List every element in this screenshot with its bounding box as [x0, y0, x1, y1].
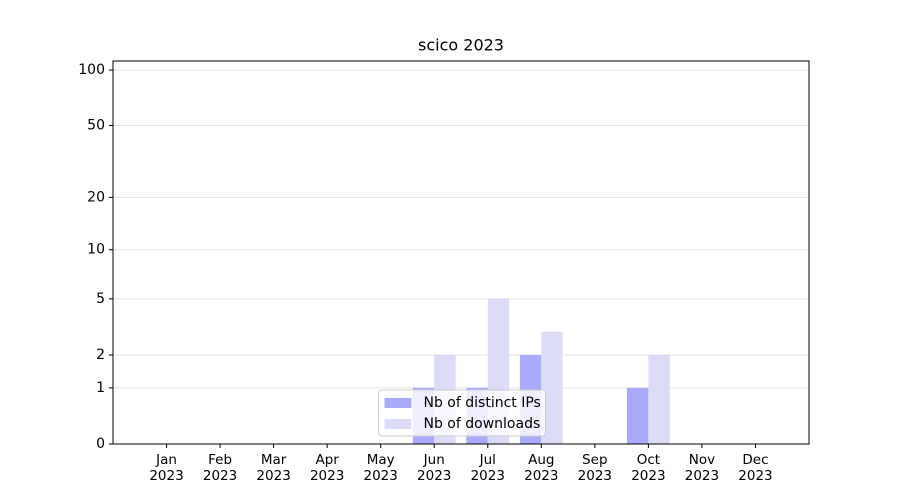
y-tick-label: 100 [78, 62, 105, 78]
y-tick-label: 0 [96, 436, 105, 452]
x-tick-label: Apr 2023 [309, 452, 345, 484]
y-tick-label: 10 [87, 242, 105, 258]
bar [648, 354, 670, 444]
chart-title: scico 2023 [418, 36, 504, 55]
legend-label: Nb of distinct IPs [424, 395, 541, 411]
y-tick-label: 2 [96, 347, 105, 363]
x-tick-label: Oct 2023 [631, 452, 666, 484]
x-tick-label: May 2023 [363, 452, 398, 484]
bar [626, 387, 649, 444]
x-tick-label: Jan 2023 [149, 452, 184, 484]
legend-swatch [384, 419, 412, 429]
x-tick-label: Dec 2023 [738, 452, 773, 484]
y-tick-label: 5 [96, 291, 105, 307]
x-tick-label: Jun 2023 [417, 452, 452, 484]
legend-label: Nb of downloads [424, 416, 541, 432]
y-tick-label: 1 [96, 380, 105, 396]
x-tick-label: Feb 2023 [202, 452, 238, 484]
y-tick-label: 50 [87, 117, 105, 133]
x-tick-label: Aug 2023 [524, 452, 559, 484]
y-tick-label: 20 [87, 189, 105, 205]
x-tick-label: Jul 2023 [470, 452, 505, 484]
x-tick-label: Sep 2023 [577, 452, 613, 484]
x-tick-label: Nov 2023 [684, 452, 720, 484]
x-tick-label: Mar 2023 [256, 452, 291, 484]
legend-box [378, 389, 546, 437]
axes-frame [112, 60, 810, 445]
legend-swatch [384, 398, 412, 408]
bar [541, 331, 563, 444]
